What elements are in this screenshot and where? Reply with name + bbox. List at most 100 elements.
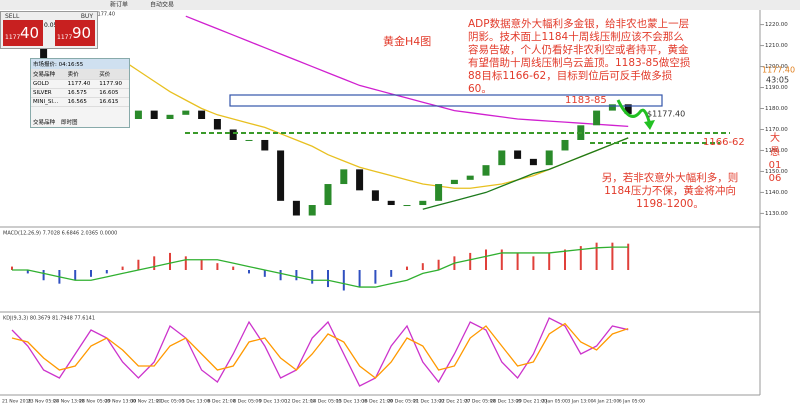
x-tick-label: 23 Nov 05:00 (28, 399, 59, 405)
x-tick-label: 6 Dec 21:00 (208, 399, 236, 405)
x-tick-label: 9 Dec 13:00 (259, 399, 287, 405)
histogram-bar (485, 249, 487, 270)
histogram-bar (437, 259, 440, 270)
tab[interactable]: 即时图 (61, 120, 78, 126)
candle (134, 110, 142, 119)
x-tick-label: 20 Dec 05:00 (388, 399, 419, 405)
x-tick-label: 5 Dec 13:00 (182, 399, 210, 405)
histogram-bar (184, 256, 187, 270)
candle (529, 158, 537, 166)
buy-button[interactable]: BUY 1177 90 (55, 13, 95, 46)
x-tick-label: 24 Nov 13:00 (53, 399, 84, 405)
histogram-bar (137, 259, 140, 270)
toolbar (0, 0, 800, 10)
x-tick-label: 21 Dec 13:00 (413, 399, 444, 405)
indicator-label: MACD(12,26,9) 7.7028 6.6846 2.0365 0.000… (3, 231, 117, 237)
signature: 大 (770, 131, 780, 144)
analysis-text: ADP数据意外大幅利多金银，给非农也蒙上一层阴影。技术面上1184十周线压制应该… (468, 18, 691, 95)
histogram-bar (358, 270, 361, 288)
cell: MINI_SI... (31, 97, 66, 107)
histogram-bar (42, 270, 45, 281)
histogram-bar (469, 252, 472, 270)
cell: 买价 (97, 69, 129, 80)
quote-row[interactable]: MINI_SI... 16.565 16.615 (31, 97, 129, 107)
toolbar-button[interactable]: 新订单 (110, 1, 128, 9)
candle (498, 150, 506, 166)
y-tick-label: 1200.00 (765, 64, 788, 70)
moving-average (422, 137, 629, 210)
x-tick-label: 6 Jan 05:00 (619, 399, 645, 405)
x-tick-label: 29 Nov 13:00 (105, 399, 136, 405)
histogram-bar (74, 270, 77, 281)
histogram-bar (263, 270, 266, 277)
x-tick-label: 21 Nov 2016 (2, 399, 31, 405)
histogram-bar (421, 263, 424, 270)
histogram-bar (532, 256, 535, 270)
quote-row[interactable]: SILVER 16.575 16.605 (31, 88, 129, 98)
y-tick-label: 1130.00 (765, 211, 788, 217)
candle (450, 179, 458, 185)
buy-price: 90 (72, 24, 92, 42)
lot-size[interactable]: 0.05 (44, 22, 58, 29)
candle (514, 150, 522, 159)
histogram-bar (121, 266, 124, 270)
toolbar-button[interactable]: 自动交易 (150, 1, 174, 9)
candle (371, 190, 379, 201)
x-tick-label: 8 Dec 05:00 (233, 399, 261, 405)
candle (229, 129, 237, 140)
candle (292, 200, 300, 216)
histogram-bar (516, 252, 519, 270)
histogram-bar (105, 270, 108, 274)
histogram-bar (295, 270, 298, 281)
cell: 1177.40 (65, 79, 98, 89)
tabs: 交易品种 即时图 (33, 118, 78, 126)
sell-price: 40 (20, 24, 40, 42)
candle (40, 45, 48, 61)
cell: GOLD (31, 79, 66, 89)
candle (435, 184, 443, 201)
header-row: 交易品种 卖价 买价 (31, 69, 129, 80)
trade-panel: SELL 1177 40 0.05 BUY 1177 90 (0, 11, 98, 49)
x-tick-label: 22 Dec 21:00 (439, 399, 470, 405)
candle (198, 110, 206, 119)
moving-average (185, 15, 629, 127)
histogram-bar (248, 270, 250, 274)
candle (166, 114, 174, 119)
histogram-bar (11, 266, 13, 270)
candle (340, 169, 348, 185)
candle (150, 110, 158, 119)
cell: 交易品种 (31, 69, 66, 80)
sell-button[interactable]: SELL 1177 40 (3, 13, 43, 46)
quote-row[interactable]: GOLD 1177.40 1177.90 (31, 79, 129, 89)
histogram-bar (279, 270, 282, 281)
histogram-bar (169, 252, 171, 270)
cell: SILVER (31, 88, 66, 98)
y-tick-label: 1150.00 (765, 169, 788, 175)
histogram-bar (200, 259, 203, 270)
cell: 16.605 (97, 88, 129, 98)
candle (213, 119, 221, 130)
candle (561, 139, 569, 151)
x-tick-label: 2 Dec 05:00 (156, 399, 184, 405)
market-watch-table: 交易品种 卖价 买价 GOLD 1177.40 1177.90 SILVER 16.575 16… (31, 69, 129, 107)
annotation: 黄金H4图 (383, 34, 431, 48)
candle (277, 150, 285, 201)
x-tick-label: 15 Dec 13:00 (336, 399, 367, 405)
y-tick-label: 1140.00 (765, 190, 788, 196)
candle (324, 184, 332, 206)
candle (387, 200, 395, 206)
cell: 16.575 (65, 88, 98, 98)
y-tick-label: 1210.00 (765, 43, 788, 49)
countdown: 43:05 (766, 76, 789, 85)
signature: 06 (769, 173, 782, 184)
x-tick-label: 28 Nov 05:00 (79, 399, 110, 405)
histogram-bar (153, 256, 156, 270)
histogram-bar (90, 270, 92, 277)
x-tick-label: 16 Dec 21:00 (362, 399, 393, 405)
market-watch: 市场报价: 04:16:55 交易品种 卖价 买价 GOLD 1177.40 1177.9… (30, 58, 130, 128)
sell-price: 1177 (5, 34, 21, 41)
y-tick-label: 1160.00 (765, 148, 788, 154)
tab[interactable]: 交易品种 (33, 120, 56, 126)
indicator-line (11, 322, 629, 379)
histogram-bar (627, 243, 630, 270)
